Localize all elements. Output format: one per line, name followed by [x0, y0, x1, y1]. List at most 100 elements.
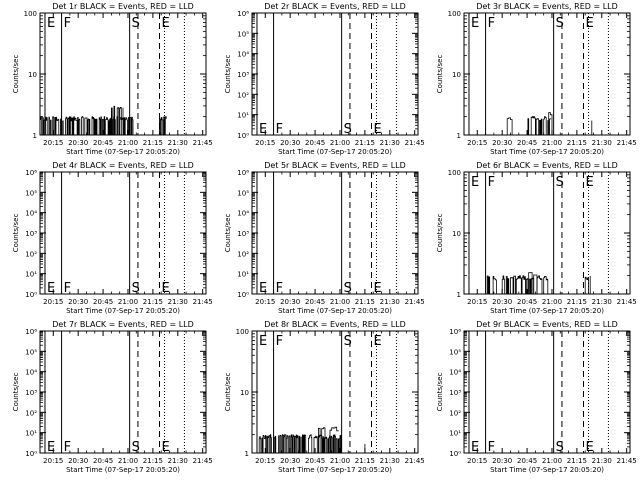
marker-label: F — [488, 175, 495, 190]
x-tick-label: 20:30 — [280, 298, 300, 306]
x-tick-label: 21:45 — [617, 139, 637, 147]
x-axis-label: Start Time (07-Sep-17 20:05:20) — [490, 148, 604, 156]
x-tick-label: 21:45 — [405, 139, 425, 147]
x-tick-label: 20:15 — [255, 457, 275, 465]
marker-label: E — [374, 334, 382, 349]
y-tick-label: 100 — [448, 10, 461, 18]
y-tick-label: 10³ — [237, 230, 249, 238]
event-rate-trace — [527, 116, 551, 136]
x-axis-label: Start Time (07-Sep-17 20:05:20) — [66, 466, 180, 474]
plot-frame — [251, 12, 419, 136]
x-tick-label: 21:00 — [330, 139, 350, 147]
y-tick-label: 10² — [25, 409, 37, 417]
x-tick-label: 21:00 — [542, 457, 562, 465]
y-tick-label: 10 — [452, 230, 461, 238]
plot-frame — [463, 12, 631, 136]
x-tick-label: 20:45 — [305, 298, 325, 306]
x-tick-label: 20:30 — [492, 298, 512, 306]
marker-label: E — [586, 440, 594, 455]
y-tick-label: 10⁵ — [237, 30, 249, 38]
panel-title: Det 1r BLACK = Events, RED = LLD — [52, 2, 194, 11]
panel-title: Det 6r BLACK = Events, RED = LLD — [476, 161, 618, 170]
y-tick-label: 100 — [448, 169, 461, 177]
y-tick-label: 10 — [240, 389, 249, 397]
x-tick-label: 20:15 — [255, 298, 275, 306]
marker-label: S — [132, 16, 140, 31]
x-tick-label: 21:45 — [405, 298, 425, 306]
marker-label: E — [259, 334, 267, 349]
y-tick-label: 10³ — [237, 71, 249, 79]
marker-label: E — [47, 440, 55, 455]
x-tick-label: 21:45 — [193, 139, 213, 147]
marker-label: S — [556, 440, 564, 455]
x-tick-label: 21:00 — [330, 457, 350, 465]
marker-label: S — [344, 334, 352, 349]
y-tick-label: 10¹ — [449, 430, 461, 438]
x-tick-label: 21:30 — [592, 298, 612, 306]
y-tick-label: 10⁴ — [25, 369, 37, 377]
event-rate-trace — [258, 434, 342, 454]
y-tick-label: 10⁶ — [237, 169, 249, 177]
y-tick-label: 10⁴ — [449, 369, 461, 377]
marker-label: F — [488, 16, 495, 31]
y-tick-label: 10¹ — [25, 430, 37, 438]
event-rate-trace — [361, 443, 366, 454]
event-rate-trace — [318, 426, 339, 454]
marker-label: F — [276, 122, 283, 137]
marker-label: S — [556, 16, 564, 31]
y-tick-label: 10⁰ — [25, 450, 37, 458]
x-axis-label: Start Time (07-Sep-17 20:05:20) — [66, 148, 180, 156]
x-tick-label: 21:15 — [567, 457, 587, 465]
x-tick-label: 21:00 — [118, 298, 138, 306]
x-tick-label: 21:30 — [168, 139, 188, 147]
x-tick-label: 21:45 — [405, 457, 425, 465]
marker-label: S — [132, 440, 140, 455]
marker-label: S — [344, 122, 352, 137]
plot-frame — [463, 330, 631, 454]
y-tick-label: 10 — [28, 71, 37, 79]
event-rate-trace — [39, 116, 135, 136]
event-rate-trace — [111, 105, 124, 136]
x-axis-label: Start Time (07-Sep-17 20:05:20) — [66, 307, 180, 315]
marker-label: E — [162, 281, 170, 296]
x-tick-label: 20:45 — [305, 457, 325, 465]
y-tick-label: 1 — [457, 291, 461, 299]
y-tick-label: 10² — [25, 250, 37, 258]
x-tick-label: 20:45 — [93, 457, 113, 465]
x-tick-label: 20:45 — [517, 457, 537, 465]
event-rate-trace — [486, 275, 551, 295]
x-tick-label: 20:30 — [492, 139, 512, 147]
y-tick-label: 10⁴ — [237, 210, 249, 218]
x-tick-label: 21:15 — [567, 139, 587, 147]
y-axis-label: Counts/sec — [224, 373, 232, 412]
x-tick-label: 21:30 — [380, 298, 400, 306]
x-tick-label: 20:30 — [280, 457, 300, 465]
marker-label: F — [64, 281, 71, 296]
x-tick-label: 21:15 — [355, 298, 375, 306]
marker-label: E — [162, 440, 170, 455]
x-tick-label: 20:45 — [517, 298, 537, 306]
y-tick-label: 10¹ — [25, 271, 37, 279]
x-tick-label: 20:45 — [93, 139, 113, 147]
x-tick-label: 20:15 — [467, 298, 487, 306]
x-axis-label: Start Time (07-Sep-17 20:05:20) — [278, 148, 392, 156]
y-tick-label: 10¹ — [237, 271, 249, 279]
x-tick-label: 20:45 — [517, 139, 537, 147]
x-tick-label: 21:15 — [355, 457, 375, 465]
event-rate-trace — [159, 116, 167, 136]
marker-label: S — [556, 175, 564, 190]
x-tick-label: 21:15 — [143, 139, 163, 147]
x-tick-label: 21:30 — [168, 298, 188, 306]
y-tick-label: 10¹ — [237, 112, 249, 120]
y-tick-label: 10⁰ — [237, 132, 249, 140]
event-rate-trace — [527, 272, 541, 295]
x-tick-label: 21:15 — [143, 457, 163, 465]
y-tick-label: 100 — [24, 10, 37, 18]
marker-label: E — [471, 16, 479, 31]
y-tick-label: 10² — [237, 250, 249, 258]
x-tick-label: 21:30 — [592, 457, 612, 465]
y-tick-label: 10⁰ — [237, 291, 249, 299]
x-axis-label: Start Time (07-Sep-17 20:05:20) — [490, 307, 604, 315]
y-axis-label: Counts/sec — [436, 214, 444, 253]
